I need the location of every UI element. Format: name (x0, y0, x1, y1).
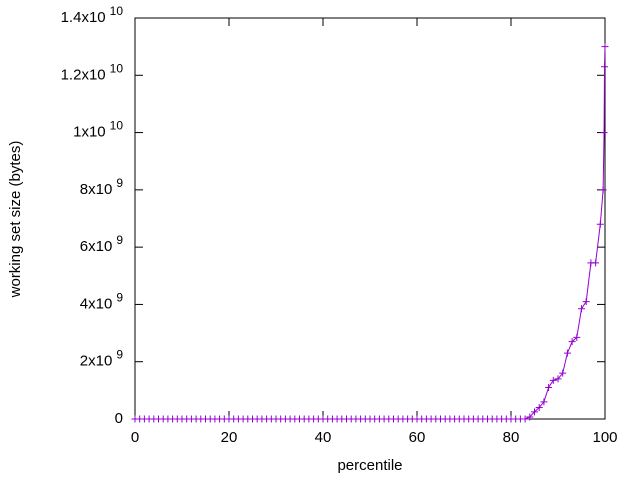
data-point (601, 43, 609, 51)
y-tick-label-exponent: 10 (110, 119, 124, 133)
data-point (601, 63, 609, 71)
y-tick-label-base: 1.4x10 (61, 9, 106, 26)
data-point (540, 398, 548, 406)
y-tick-label: 1x10 10 (73, 119, 123, 141)
y-tick-label: 4x10 9 (80, 291, 124, 313)
y-tick-label: 2x10 9 (80, 348, 124, 370)
data-point (549, 376, 557, 384)
x-tick-label: 20 (221, 429, 238, 446)
data-point (599, 186, 607, 194)
y-tick-label: 6x10 9 (80, 233, 124, 255)
y-tick-label-exponent: 9 (116, 233, 123, 247)
data-point (531, 408, 538, 416)
data-point (592, 259, 600, 267)
data-point (596, 220, 604, 228)
data-point (600, 129, 608, 137)
data-point (535, 404, 543, 412)
y-tick-label: 1.2x10 10 (61, 61, 124, 83)
data-point (573, 333, 581, 341)
data-point (568, 338, 576, 346)
data-point (563, 349, 571, 357)
y-tick-label: 8x10 9 (80, 176, 124, 198)
x-tick-label: 0 (131, 429, 139, 446)
data-point (559, 369, 567, 377)
data-line (135, 46, 606, 420)
y-tick-label-exponent: 10 (110, 4, 124, 18)
y-axis-label: working set size (bytes) (7, 141, 24, 299)
y-tick-label-base: 8x10 (80, 181, 113, 198)
data-point (545, 383, 553, 391)
data-point (578, 305, 585, 313)
plot-border (134, 17, 606, 420)
y-tick-label-base: 6x10 (80, 238, 113, 255)
y-tick-label-exponent: 9 (116, 348, 123, 362)
y-tick-label-exponent: 9 (116, 291, 123, 305)
data-point (582, 298, 590, 306)
data-point (521, 415, 529, 423)
x-tick-label: 100 (592, 429, 617, 446)
y-tick-label-base: 1.2x10 (61, 66, 106, 83)
y-tick-label-base: 1x10 (73, 124, 106, 141)
x-axis-label: percentile (337, 457, 402, 474)
x-tick-label: 80 (503, 429, 520, 446)
y-tick-label: 0 (115, 410, 123, 427)
data-point (554, 375, 562, 383)
y-tick-label-exponent: 9 (116, 176, 123, 190)
y-tick-label-base: 2x10 (80, 353, 113, 370)
y-tick-label-exponent: 10 (110, 61, 124, 75)
data-point (526, 413, 534, 421)
x-tick-label: 60 (409, 429, 426, 446)
y-tick-label: 1.4x10 10 (61, 4, 124, 26)
x-tick-label: 40 (315, 429, 332, 446)
y-tick-label-base: 4x10 (80, 295, 113, 312)
